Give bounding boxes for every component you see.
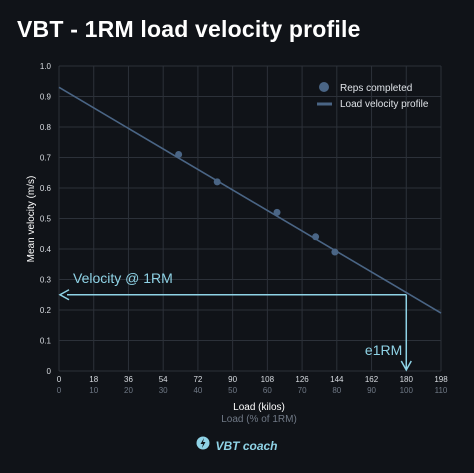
x-tick-label: 108 xyxy=(261,375,275,384)
grid xyxy=(58,65,442,372)
velocity-at-1rm-label: Velocity @ 1RM xyxy=(73,270,173,286)
legend-label-profile: Load velocity profile xyxy=(340,99,429,110)
y-tick-label: 0.2 xyxy=(40,306,52,315)
x-axis-label: Load (kilos) xyxy=(233,402,285,413)
x-tick-label-percent: 0 xyxy=(57,386,62,395)
x-tick-label-percent: 80 xyxy=(332,386,341,395)
x-tick-label: 198 xyxy=(434,375,448,384)
series xyxy=(58,86,442,314)
e1rm-label: e1RM xyxy=(365,342,402,358)
x-tick-label: 144 xyxy=(330,375,344,384)
rep-point xyxy=(175,150,183,158)
y-tick-label: 0.1 xyxy=(40,337,52,346)
x-tick-label-percent: 70 xyxy=(298,386,307,395)
x-tick-label-percent: 90 xyxy=(367,386,376,395)
load-velocity-profile-line xyxy=(58,86,442,314)
y-tick-label: 0.3 xyxy=(40,276,52,285)
lightning-bolt-icon xyxy=(196,436,210,455)
rep-point xyxy=(331,248,339,256)
x-tick-label-percent: 30 xyxy=(159,386,168,395)
chart-title: VBT - 1RM load velocity profile xyxy=(17,16,361,42)
x-tick-label: 162 xyxy=(365,375,379,384)
rep-point xyxy=(213,178,221,186)
x-tick-label: 54 xyxy=(159,375,168,384)
y-tick-label: 0.4 xyxy=(40,245,52,254)
x-tick-label-percent: 60 xyxy=(263,386,272,395)
rep-point xyxy=(312,233,320,241)
y-tick-label: 0.8 xyxy=(40,123,52,132)
legend-label-reps: Reps completed xyxy=(340,83,412,94)
x-tick-label: 90 xyxy=(228,375,237,384)
legend: Reps completed Load velocity profile xyxy=(317,82,429,110)
x-tick-label: 126 xyxy=(295,375,309,384)
y-tick-label: 0.9 xyxy=(40,93,52,102)
x-tick-label: 180 xyxy=(400,375,414,384)
velocity-arrow-head xyxy=(58,289,70,301)
brand-name: VBT coach xyxy=(215,438,278,453)
brand: VBT coach xyxy=(0,436,474,455)
x-tick-label-percent: 40 xyxy=(193,386,202,395)
x-tick-label-percent: 110 xyxy=(435,386,448,395)
y-tick-label: 1.0 xyxy=(40,62,52,71)
y-tick-label: 0.6 xyxy=(40,184,52,193)
x-tick-label: 72 xyxy=(193,375,202,384)
x-tick-label-percent: 20 xyxy=(124,386,133,395)
e1rm-arrow-head xyxy=(400,360,412,372)
x-axis-ticks: 0 0 18 10 36 20 54 30 72 40 90 50 108 60 126 70 144 80 162… xyxy=(57,375,448,395)
x-tick-label: 0 xyxy=(57,375,62,384)
y-axis-ticks: 0 0.1 0.2 0.3 0.4 0.5 0.6 0.7 0.8 0.9 1.0 xyxy=(40,62,52,376)
x-tick-label-percent: 10 xyxy=(89,386,98,395)
y-axis-label: Mean velocity (m/s) xyxy=(26,176,37,263)
y-tick-label: 0 xyxy=(47,367,52,376)
x-tick-label-percent: 100 xyxy=(400,386,414,395)
x-tick-label-percent: 50 xyxy=(228,386,237,395)
y-tick-label: 0.7 xyxy=(40,154,52,163)
annotations: Velocity @ 1RM e1RM xyxy=(58,270,412,372)
x-tick-label: 36 xyxy=(124,375,133,384)
legend-marker-reps xyxy=(319,82,329,92)
x-axis-secondary-label: Load (% of 1RM) xyxy=(221,414,297,425)
x-tick-label: 18 xyxy=(89,375,98,384)
rep-point xyxy=(273,208,281,216)
y-tick-label: 0.5 xyxy=(40,215,52,224)
